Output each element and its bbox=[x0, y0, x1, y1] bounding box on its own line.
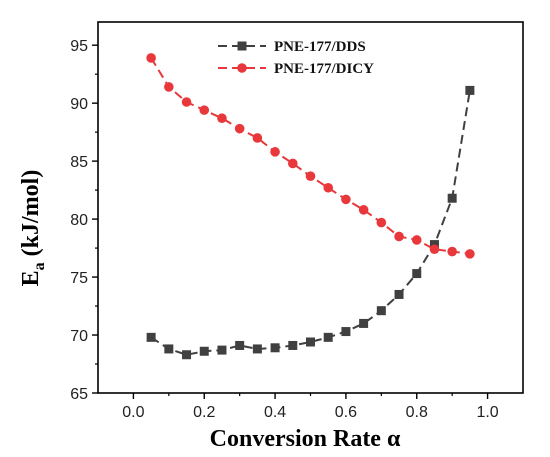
data-point-pne-177-dicy bbox=[287, 158, 298, 169]
data-point-pne-177-dds bbox=[164, 344, 174, 354]
data-point-pne-177-dds bbox=[465, 85, 475, 95]
data-point-pne-177-dds bbox=[306, 337, 315, 347]
axes: 0.0 0.2 0.4 0.6 0.8 1.0 65 70 75 80 85 90 95 bbox=[70, 21, 524, 421]
data-point-pne-177-dds bbox=[341, 327, 351, 337]
series-line-pne-177-dicy bbox=[150, 57, 471, 255]
y-tick-label: 65 bbox=[70, 386, 88, 403]
y-axis-title-unit: (kJ/mol) bbox=[18, 170, 44, 263]
data-point-pne-177-dicy bbox=[376, 217, 387, 228]
legend-marker-pne-177-dds bbox=[237, 41, 247, 51]
x-axis-title: Conversion Rate α bbox=[210, 426, 401, 452]
data-point-pne-177-dicy bbox=[358, 205, 369, 215]
data-point-pne-177-dds bbox=[359, 318, 369, 328]
data-point-pne-177-dds bbox=[252, 344, 262, 354]
data-point-pne-177-dds bbox=[217, 345, 227, 355]
y-tick-label: 85 bbox=[70, 154, 88, 171]
data-point-pne-177-dds bbox=[447, 193, 457, 203]
legend-marker-pne-177-dicy bbox=[237, 63, 247, 73]
plot-frame bbox=[97, 21, 524, 394]
x-tick-label: 0.0 bbox=[122, 404, 144, 421]
data-point-pne-177-dds bbox=[199, 346, 209, 356]
data-point-pne-177-dicy bbox=[465, 249, 475, 259]
x-tick-label: 0.6 bbox=[335, 404, 357, 421]
data-point-pne-177-dicy bbox=[270, 147, 280, 157]
data-point-pne-177-dds bbox=[288, 340, 298, 350]
x-tick-label: 0.4 bbox=[264, 404, 286, 421]
legend-label-pne-177-dds: PNE-177/DDS bbox=[274, 39, 366, 55]
series-line-pne-177-dds bbox=[150, 90, 471, 356]
data-point-pne-177-dicy bbox=[447, 246, 457, 257]
x-tick-label: 1.0 bbox=[476, 404, 498, 421]
y-tick-label: 75 bbox=[70, 270, 88, 287]
y-axis-title-subscript: a bbox=[31, 262, 48, 270]
data-point-pne-177-dds bbox=[146, 332, 156, 342]
y-axis-title: Ea (kJ/mol) bbox=[18, 170, 48, 287]
x-tick-label: 0.8 bbox=[406, 404, 428, 421]
data-point-pne-177-dicy bbox=[234, 123, 245, 134]
data-point-pne-177-dds bbox=[270, 343, 280, 353]
data-point-pne-177-dicy bbox=[411, 235, 422, 245]
y-tick-label: 95 bbox=[70, 38, 88, 55]
data-point-pne-177-dds bbox=[394, 289, 404, 299]
data-point-pne-177-dicy bbox=[181, 97, 192, 107]
plot-area bbox=[146, 53, 475, 360]
data-point-pne-177-dds bbox=[235, 340, 245, 350]
legend: PNE-177/DDS PNE-177/DICY bbox=[218, 39, 374, 77]
y-axis-title-main: E bbox=[18, 270, 44, 286]
y-tick-label: 90 bbox=[70, 96, 88, 113]
data-point-pne-177-dds bbox=[182, 350, 192, 360]
legend-label-pne-177-dicy: PNE-177/DICY bbox=[274, 61, 374, 77]
data-point-pne-177-dicy bbox=[341, 194, 351, 205]
data-point-pne-177-dds bbox=[376, 306, 386, 316]
data-point-pne-177-dicy bbox=[394, 231, 404, 242]
y-tick-label: 70 bbox=[70, 328, 88, 345]
data-point-pne-177-dicy bbox=[429, 244, 440, 255]
x-tick-label: 0.2 bbox=[193, 404, 215, 421]
data-point-pne-177-dicy bbox=[252, 133, 263, 143]
data-point-pne-177-dicy bbox=[146, 53, 156, 63]
data-point-pne-177-dicy bbox=[217, 113, 227, 124]
data-point-pne-177-dds bbox=[412, 269, 422, 279]
data-point-pne-177-dds bbox=[323, 332, 333, 342]
y-tick-label: 80 bbox=[70, 212, 88, 229]
data-point-pne-177-dicy bbox=[305, 171, 316, 181]
data-point-pne-177-dicy bbox=[164, 82, 174, 92]
data-point-pne-177-dicy bbox=[323, 182, 334, 193]
data-point-pne-177-dicy bbox=[199, 105, 210, 115]
